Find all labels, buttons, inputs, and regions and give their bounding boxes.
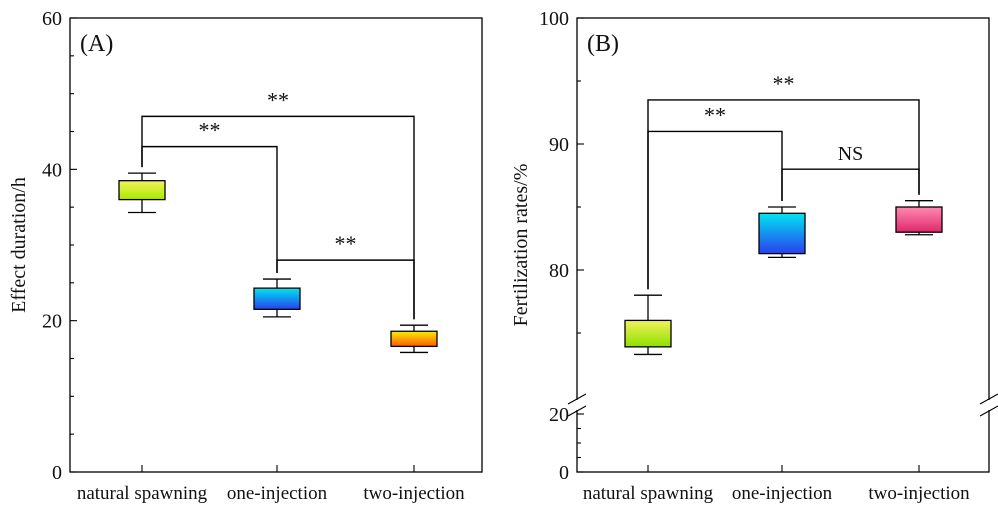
- panel-b-bracket-2: **: [647, 71, 920, 290]
- panel-b-y-tick-label-80: 80: [549, 260, 569, 282]
- panel-b-right-break-gap: [986, 400, 992, 410]
- panel-b-significance-label-1: **: [704, 102, 726, 127]
- panel-b-box-two-injection: [895, 200, 943, 236]
- panel-b-bracket-3: NS: [781, 143, 920, 201]
- panel-a-y-axis-label: Effect duration/h: [8, 177, 30, 313]
- panel-b-box-one-injection-iqr: [758, 212, 806, 255]
- panel-b-box-two-injection-iqr: [895, 206, 943, 233]
- panel-b-bracket-line-3: [781, 168, 920, 201]
- panel-a-bracket-3: **: [276, 231, 415, 320]
- panel-b-bracket-line-1: [647, 130, 783, 290]
- panel-b-axis-break: [567, 393, 998, 417]
- panel-a-x-label-natural-spawning: natural spawning: [77, 483, 208, 504]
- panel-b-significance-label-2: **: [773, 71, 795, 96]
- panel-a-box-one-injection-iqr: [253, 287, 301, 310]
- panel-b-left-break-slash-upper: [567, 393, 587, 405]
- panel-a: (A) Effect duration/h 0 20 40 60 ** ** ** nat…: [8, 8, 483, 504]
- panel-a-significance-label-1: **: [199, 118, 221, 143]
- panel-a-box-natural-spawning-iqr: [118, 180, 166, 201]
- panel-b-y-tick-label-90: 90: [549, 134, 569, 156]
- panel-b-frame: [576, 17, 990, 473]
- panel-a-x-labels: natural spawning one-injection two-injecti…: [77, 483, 465, 504]
- panel-b-x-labels: natural spawning one-injection two-injecti…: [583, 483, 970, 504]
- panel-a-bracket-line-2: [141, 115, 415, 320]
- panel-b-box-natural-spawning: [624, 294, 672, 356]
- panel-b-left-break-slash-lower: [567, 405, 587, 417]
- panel-a-y-ticks: 0 20 40 60: [42, 8, 77, 484]
- panel-b-left-break-gap: [574, 400, 580, 410]
- panel-b-box-natural-spawning-iqr: [624, 319, 672, 348]
- panel-a-boxes: [118, 172, 438, 354]
- panel-b-y-axis-label: Fertilization rates/%: [510, 164, 532, 327]
- panel-b-bracket-1: **: [647, 102, 783, 290]
- panel-a-box-natural-spawning: [118, 172, 166, 214]
- panel-a-bracket-line-1: [141, 145, 278, 274]
- panel-b-x-label-natural-spawning: natural spawning: [583, 483, 714, 504]
- panel-a-y-tick-label-60: 60: [42, 8, 62, 30]
- panel-a-box-one-injection: [253, 278, 301, 318]
- panel-a-significance-brackets: ** ** **: [141, 87, 415, 320]
- panel-b-right-axis-break-mark: [979, 393, 998, 417]
- panel-b-left-axis-break-mark: [567, 393, 587, 417]
- panel-a-x-label-two-injection: two-injection: [363, 483, 465, 504]
- panel-a-bracket-2: **: [141, 87, 415, 320]
- panel-b-y-tick-label-100: 100: [539, 8, 569, 30]
- panel-a-box-two-injection: [390, 324, 438, 354]
- panel-b-box-one-injection: [758, 206, 806, 259]
- panel-b-y-tick-label-0: 0: [559, 462, 569, 484]
- panel-a-label: (A): [80, 31, 113, 57]
- panel-b-significance-brackets: ** ** NS: [647, 71, 920, 290]
- panel-b-significance-label-3: NS: [838, 143, 864, 165]
- panel-b-right-break-slash-upper: [979, 393, 998, 405]
- panel-b-boxes: [624, 200, 943, 356]
- panel-a-x-ticks: [141, 465, 415, 472]
- panel-a-bracket-line-3: [276, 259, 415, 320]
- panel-a-significance-label-3: **: [335, 231, 357, 256]
- panel-b-bracket-line-2: [647, 99, 920, 290]
- panel-b-label: (B): [587, 31, 619, 57]
- panel-b-x-label-two-injection: two-injection: [868, 483, 970, 504]
- panel-a-y-tick-label-20: 20: [42, 311, 62, 333]
- panel-a-box-two-injection-iqr: [390, 330, 438, 348]
- panel-b-y-ticks: 80 90 100 0 20: [539, 8, 584, 484]
- panel-b-x-ticks: [647, 465, 920, 472]
- panel-a-frame: [69, 17, 483, 473]
- panel-a-y-tick-label-0: 0: [52, 462, 62, 484]
- panel-a-y-tick-label-40: 40: [42, 159, 62, 181]
- panel-b-right-break-slash-lower: [979, 405, 998, 417]
- panel-b-y-tick-label-20: 20: [549, 404, 569, 426]
- panel-a-significance-label-2: **: [267, 87, 289, 112]
- panel-b-x-label-one-injection: one-injection: [732, 483, 833, 504]
- panel-a-x-label-one-injection: one-injection: [227, 483, 328, 504]
